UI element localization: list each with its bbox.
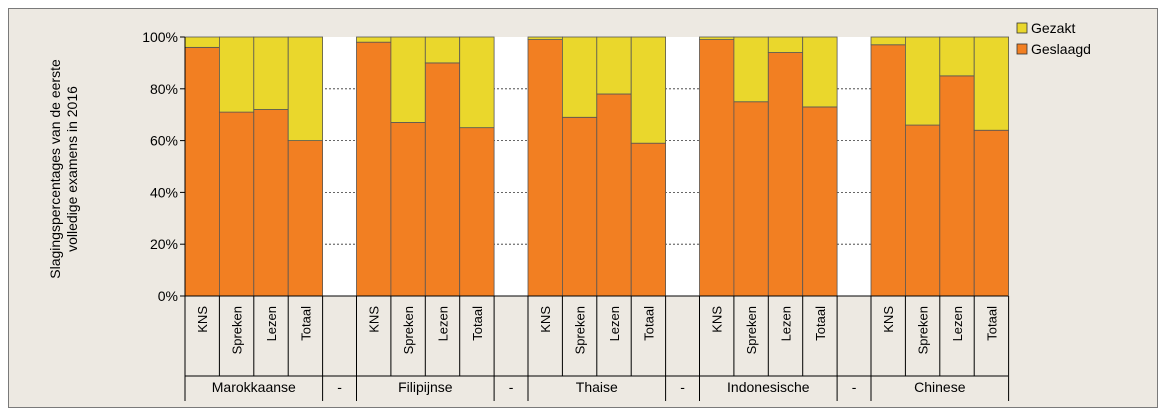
group-label: Thaise: [576, 379, 618, 395]
bar-geslaagd: [424, 62, 461, 297]
bar-geslaagd: [356, 41, 392, 297]
category-label: Totaal: [298, 306, 313, 341]
bar-gezakt: [939, 36, 975, 77]
bar-geslaagd: [287, 140, 324, 297]
category-label: KNS: [710, 306, 725, 333]
bar-geslaagd: [459, 127, 495, 297]
bar-gezakt: [527, 36, 563, 40]
group-label: Marokkaanse: [212, 379, 296, 395]
category-label: Totaal: [984, 306, 999, 341]
bar-gezakt: [390, 36, 426, 123]
bar-gezakt: [870, 36, 906, 46]
bar-gezakt: [356, 36, 392, 43]
category-label: Lezen: [264, 306, 279, 341]
category-label: Totaal: [813, 306, 828, 341]
bar-geslaagd: [218, 111, 255, 297]
category-label: Spreken: [573, 306, 588, 354]
bar-gezakt: [733, 36, 769, 103]
group-label: -: [337, 379, 342, 395]
plot-area: 0% 20% 40% 60% 80% 100% KNS Spreken Lezen Totaal M…: [142, 20, 1091, 401]
bar-gezakt: [184, 36, 220, 48]
group-label: Indonesische: [727, 379, 810, 395]
bar-gezakt: [767, 36, 804, 53]
bar-gezakt: [802, 36, 838, 108]
bar-geslaagd: [802, 106, 838, 297]
bar-gezakt: [424, 36, 461, 64]
bar-geslaagd: [733, 101, 769, 297]
legend-label-gezakt: Gezakt: [1031, 20, 1075, 36]
category-label: KNS: [881, 306, 896, 333]
y-tick-label: 80%: [150, 81, 178, 97]
bar-gezakt: [253, 36, 289, 110]
category-label: KNS: [195, 306, 210, 333]
category-label: Lezen: [436, 306, 451, 341]
y-tick-label: 100%: [142, 29, 178, 45]
category-label: Lezen: [779, 306, 794, 341]
category-label: Totaal: [470, 306, 485, 341]
y-tick-label: 60%: [150, 133, 178, 149]
category-label: KNS: [367, 306, 382, 333]
category-label: KNS: [538, 306, 553, 333]
bar-geslaagd: [973, 129, 1010, 297]
bar-geslaagd: [562, 116, 598, 297]
bar-gezakt: [630, 36, 667, 144]
bar-geslaagd: [767, 52, 804, 297]
bar-gezakt: [699, 36, 735, 40]
bar-geslaagd: [596, 93, 632, 297]
bar-geslaagd: [527, 39, 563, 297]
bar-geslaagd: [390, 122, 426, 297]
y-axis-label-line-1: Slagingspercentages van de eerste: [47, 59, 63, 279]
bar-gezakt: [562, 36, 598, 118]
bar-geslaagd: [905, 124, 941, 297]
y-tick-label: 0%: [158, 288, 178, 304]
bar-gezakt: [905, 36, 941, 126]
y-axis-label-line-2: volledige examens in 2016: [64, 86, 80, 252]
group-label: -: [509, 379, 514, 395]
group-label: -: [852, 379, 857, 395]
group-label: Filipijnse: [398, 379, 453, 395]
bar-geslaagd: [630, 142, 667, 297]
y-tick-label: 20%: [150, 236, 178, 252]
category-label: Spreken: [401, 306, 416, 354]
group-label: Chinese: [914, 379, 966, 395]
chart-frame: Slagingspercentages van de eerste volled…: [8, 8, 1158, 408]
category-label: Spreken: [230, 306, 245, 354]
bar-geslaagd: [699, 39, 735, 297]
bar-geslaagd: [184, 46, 220, 297]
bar-gezakt: [596, 36, 632, 95]
category-label: Totaal: [641, 306, 656, 341]
legend-label-geslaagd: Geslaagd: [1031, 41, 1091, 57]
category-label: Lezen: [950, 306, 965, 341]
legend-swatch-gezakt: [1016, 22, 1028, 34]
bar-gezakt: [218, 36, 255, 113]
category-label: Spreken: [916, 306, 931, 354]
y-tick-label: 40%: [150, 184, 178, 200]
bar-geslaagd: [939, 75, 975, 297]
stacked-bar-chart: Slagingspercentages van de eerste volled…: [47, 20, 1091, 401]
legend-swatch-geslaagd: [1016, 43, 1028, 55]
bar-geslaagd: [253, 109, 289, 297]
bar-gezakt: [287, 36, 324, 141]
bar-gezakt: [459, 36, 495, 129]
bar-geslaagd: [870, 44, 906, 297]
category-label: Lezen: [607, 306, 622, 341]
group-label: -: [680, 379, 685, 395]
category-label: Spreken: [744, 306, 759, 354]
bar-gezakt: [973, 36, 1010, 131]
